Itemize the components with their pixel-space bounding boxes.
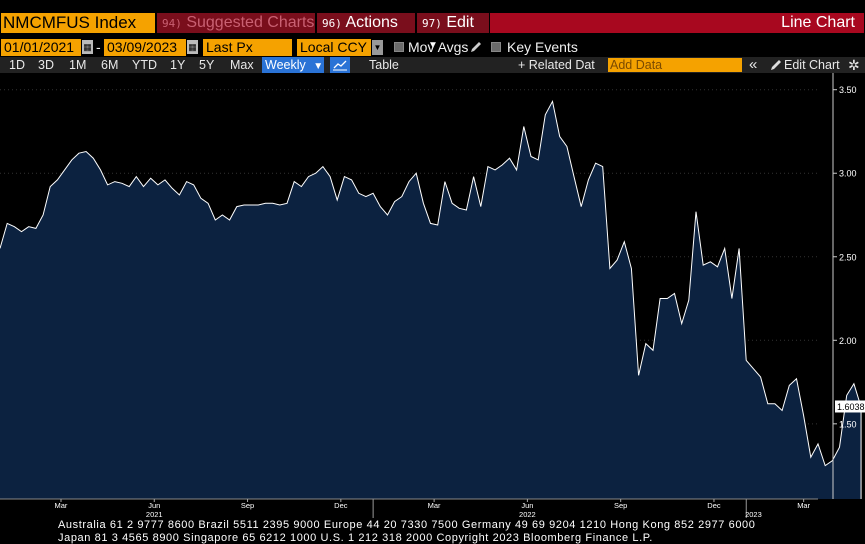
table-button[interactable]: Table [369, 58, 399, 72]
end-date-field[interactable]: 03/09/2023 [104, 39, 186, 56]
y-tick-label: 3.50 [839, 85, 857, 95]
x-month-label: Mar [55, 501, 68, 510]
mov-avgs-label: Mov Avgs [408, 39, 469, 55]
date-separator: - [96, 39, 101, 55]
calendar-icon[interactable]: ▦ [82, 40, 93, 54]
title-strip [490, 13, 864, 33]
currency-dropdown-icon[interactable]: ▼ [372, 40, 383, 55]
x-year-label: 2022 [519, 510, 536, 518]
edit-label: Edit [446, 14, 474, 31]
collapse-icon[interactable]: « [749, 56, 758, 73]
add-data-input[interactable]: Add Data [608, 58, 742, 72]
caret-down-icon: ▼ [428, 40, 438, 51]
price-chart[interactable]: 3.503.002.502.001.501.6038 Mar Jun Sep Dec M… [0, 73, 865, 518]
actions-label: Actions [345, 14, 398, 31]
x-month-label: Jun [148, 501, 160, 510]
y-tick-label: 3.00 [839, 169, 857, 179]
range-1y[interactable]: 1Y [170, 58, 186, 72]
y-tick-label: 2.50 [839, 252, 857, 262]
footer-copyright: Japan 81 3 4565 8900 Singapore 65 6212 1… [58, 532, 653, 544]
x-month-label: Sep [614, 501, 627, 510]
x-axis: Mar Jun Sep Dec Mar Jun Sep Dec Mar 2021 2022 2023 [0, 498, 818, 518]
key-events-checkbox[interactable] [491, 42, 501, 52]
y-tick-label: 1.50 [839, 419, 857, 429]
x-month-label: Mar [797, 501, 810, 510]
last-value-badge [835, 400, 865, 413]
range-max[interactable]: Max [230, 58, 254, 72]
last-value-label: 1.6038 [837, 402, 865, 412]
range-6m[interactable]: 6M [101, 58, 119, 72]
pencil-icon[interactable] [469, 40, 482, 54]
footer-contacts: Australia 61 2 9777 8600 Brazil 5511 239… [58, 519, 756, 531]
chart-type-title: Line Chart [781, 14, 855, 31]
range-1d[interactable]: 1D [9, 58, 25, 72]
series-area [0, 101, 862, 500]
x-month-label: Jun [521, 501, 533, 510]
frequency-label: Weekly [265, 58, 306, 72]
x-year-label: 2021 [146, 510, 163, 518]
mov-avgs-checkbox[interactable] [394, 42, 404, 52]
x-month-label: Sep [241, 501, 254, 510]
suggested-charts-label: Suggested Charts [186, 14, 315, 31]
edit-number: 97) [422, 17, 442, 30]
suggested-charts-menu[interactable]: 94) Suggested Charts [157, 13, 315, 33]
x-month-label: Mar [428, 501, 441, 510]
frequency-selector[interactable]: Weekly ▼ [262, 57, 324, 73]
related-data-button[interactable]: + Related Dat [518, 58, 595, 72]
range-5y[interactable]: 5Y [199, 58, 215, 72]
y-tick-label: 2.00 [839, 336, 857, 346]
suggested-charts-number: 94) [162, 17, 182, 30]
actions-menu[interactable]: 96) Actions ▼ [317, 13, 415, 51]
x-year-label: 2023 [745, 510, 762, 518]
ticker-field[interactable]: NMCMFUS Index [1, 13, 155, 33]
range-1m[interactable]: 1M [69, 58, 87, 72]
x-month-label: Dec [334, 501, 348, 510]
pencil-icon[interactable] [769, 58, 782, 72]
currency-selector[interactable]: Local CCY [297, 39, 371, 56]
y-axis: 3.50 3.00 2.50 2.00 1.50 1.6038 [832, 73, 865, 499]
start-date-field[interactable]: 01/01/2021 [1, 39, 81, 56]
caret-down-icon: ▼ [313, 61, 324, 72]
field-selector[interactable]: Last Px [203, 39, 292, 56]
key-events-label: Key Events [507, 39, 578, 55]
actions-number: 96) [322, 17, 342, 30]
x-month-label: Dec [707, 501, 721, 510]
calendar-icon[interactable]: ▦ [187, 40, 198, 54]
series-line [0, 99, 862, 467]
gear-icon[interactable]: ✲ [848, 57, 860, 73]
edit-chart-button[interactable]: Edit Chart [784, 58, 840, 72]
range-ytd[interactable]: YTD [132, 58, 157, 72]
edit-menu[interactable]: 97) Edit ▼ [417, 13, 489, 51]
range-3d[interactable]: 3D [38, 58, 54, 72]
line-chart-icon[interactable] [330, 57, 350, 73]
